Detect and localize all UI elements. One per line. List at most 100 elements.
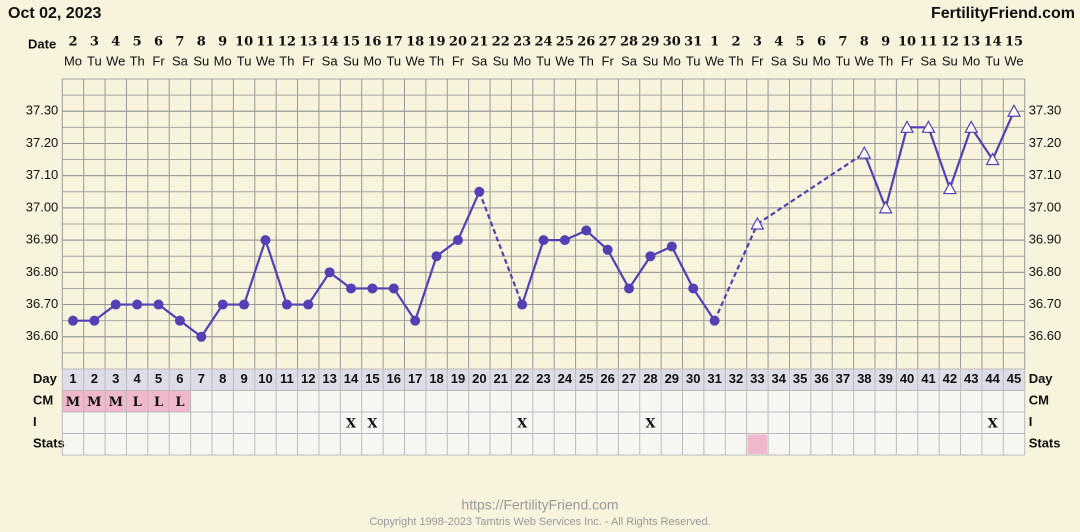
temp-marker bbox=[1006, 103, 1022, 117]
day-number: 32 bbox=[729, 371, 743, 386]
info-row bbox=[62, 412, 1025, 434]
temp-segment bbox=[692, 287, 716, 322]
weekday-label: Fr bbox=[302, 53, 315, 68]
cell-text: X bbox=[346, 416, 357, 431]
chart-date: Oct 02, 2023 bbox=[8, 5, 102, 22]
temp-marker bbox=[581, 225, 592, 236]
temp-marker bbox=[303, 299, 314, 310]
day-number: 26 bbox=[600, 371, 614, 386]
weekday-label: Fr bbox=[901, 53, 914, 68]
date-label: 23 bbox=[513, 35, 531, 50]
temp-marker bbox=[878, 200, 893, 214]
day-number: 39 bbox=[878, 371, 892, 386]
weekday-label: Tu bbox=[985, 53, 1000, 68]
temp-segment bbox=[863, 152, 887, 209]
temp-segment bbox=[521, 239, 545, 305]
day-number: 33 bbox=[750, 371, 764, 386]
day-number: 24 bbox=[558, 371, 573, 386]
day-number: 27 bbox=[622, 371, 636, 386]
cell-text: M bbox=[66, 395, 80, 410]
weekday-label: Sa bbox=[322, 53, 339, 68]
cell-text: X bbox=[988, 416, 999, 431]
day-number: 12 bbox=[301, 371, 315, 386]
day-number: 11 bbox=[280, 371, 294, 386]
cell-text: L bbox=[154, 395, 163, 410]
day-number: 16 bbox=[387, 371, 401, 386]
date-label: 4 bbox=[111, 35, 120, 50]
weekday-label: Sa bbox=[921, 53, 938, 68]
date-label: 16 bbox=[363, 35, 381, 50]
date-label: 9 bbox=[881, 35, 890, 50]
day-number: 19 bbox=[451, 371, 465, 386]
temp-segment bbox=[713, 223, 759, 322]
cell-highlight bbox=[126, 390, 148, 412]
temp-marker bbox=[324, 267, 335, 278]
date-label: 8 bbox=[197, 35, 206, 50]
date-label: 10 bbox=[898, 35, 916, 50]
temp-marker bbox=[517, 299, 528, 310]
date-label: 13 bbox=[299, 35, 317, 50]
temp-marker bbox=[260, 235, 271, 246]
temp-marker bbox=[239, 299, 250, 310]
temp-marker bbox=[666, 241, 677, 252]
temp-marker bbox=[602, 244, 613, 255]
day-number: 5 bbox=[155, 371, 162, 386]
temp-segment bbox=[478, 191, 524, 305]
date-label: 1 bbox=[710, 35, 719, 50]
cell-highlight bbox=[747, 434, 768, 454]
cell-highlight bbox=[105, 390, 127, 412]
copyright: Copyright 1998-2023 Tamtris Web Services… bbox=[369, 516, 710, 528]
day-number: 17 bbox=[408, 371, 422, 386]
date-label: 5 bbox=[133, 35, 142, 50]
date-label: 22 bbox=[492, 35, 510, 50]
temp-marker bbox=[538, 235, 549, 246]
day-number: 23 bbox=[536, 371, 550, 386]
temp-marker bbox=[942, 181, 957, 195]
day-number: 22 bbox=[515, 371, 529, 386]
date-label: 5 bbox=[796, 35, 805, 50]
cell-text: X bbox=[367, 416, 378, 431]
date-label: 4 bbox=[774, 35, 783, 50]
temp-marker bbox=[153, 299, 164, 310]
y-tick-label: 37.20 bbox=[26, 135, 59, 150]
temp-segment bbox=[606, 249, 631, 289]
day-number: 10 bbox=[258, 371, 272, 386]
date-label: 12 bbox=[941, 35, 959, 50]
info-row bbox=[62, 433, 1025, 455]
date-label: 8 bbox=[860, 35, 869, 50]
date-label: 7 bbox=[838, 35, 847, 50]
date-label: 10 bbox=[235, 35, 253, 50]
cell-highlight bbox=[83, 390, 106, 412]
day-number: 42 bbox=[943, 371, 957, 386]
temp-marker bbox=[645, 251, 656, 262]
day-number: 13 bbox=[322, 371, 336, 386]
temp-segment bbox=[991, 110, 1016, 161]
weekday-label: Th bbox=[279, 53, 294, 68]
weekday-label: Th bbox=[130, 53, 145, 68]
day-number: 30 bbox=[686, 371, 700, 386]
weekday-label: Su bbox=[942, 53, 958, 68]
temp-marker bbox=[89, 315, 100, 326]
day-number: 37 bbox=[836, 371, 850, 386]
weekday-label: Mo bbox=[812, 53, 830, 68]
weekday-label: We bbox=[555, 53, 574, 68]
date-label: 25 bbox=[556, 35, 574, 50]
day-number: 38 bbox=[857, 371, 871, 386]
day-number: 40 bbox=[900, 371, 914, 386]
day-number: 14 bbox=[344, 371, 359, 386]
day-number: 36 bbox=[814, 371, 828, 386]
date-label: 6 bbox=[817, 35, 826, 50]
day-number: 1 bbox=[69, 371, 76, 386]
date-label: 28 bbox=[620, 35, 638, 50]
temp-marker bbox=[431, 251, 442, 262]
temp-marker bbox=[964, 120, 979, 133]
temp-marker bbox=[174, 315, 185, 326]
day-number: 31 bbox=[707, 371, 721, 386]
day-number: 8 bbox=[219, 371, 226, 386]
y-tick-label-right: 37.20 bbox=[1029, 135, 1062, 150]
y-tick-label-right: 37.10 bbox=[1029, 167, 1062, 182]
row-label-right: CM bbox=[1029, 393, 1049, 408]
row-label-right: I bbox=[1029, 414, 1033, 429]
weekday-label: Tu bbox=[386, 53, 401, 68]
row-label: CM bbox=[33, 393, 53, 408]
